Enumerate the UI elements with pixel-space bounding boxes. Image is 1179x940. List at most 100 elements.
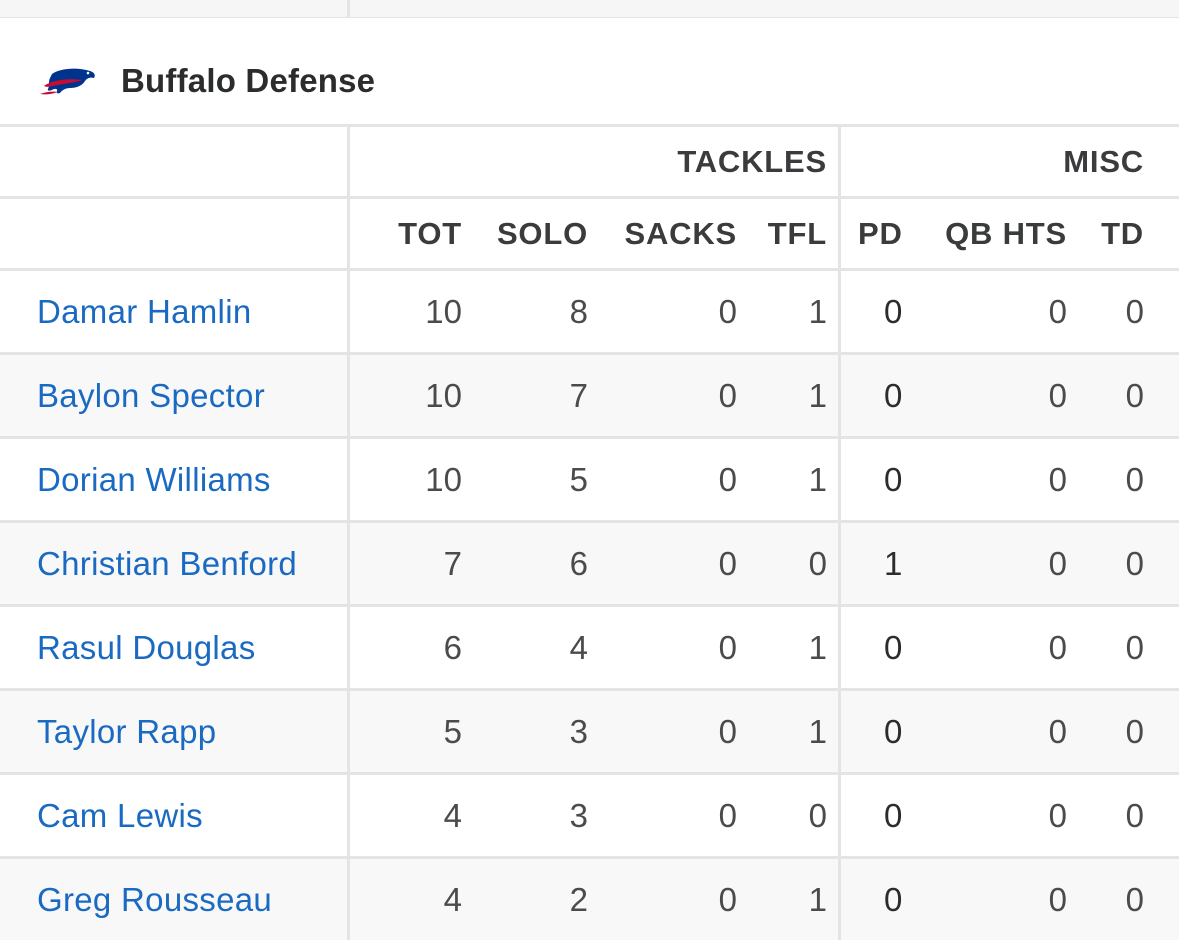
misc-column-divider [838, 127, 841, 196]
stat-tot: 10 [425, 376, 462, 414]
table-row: Taylor Rapp 5 3 0 1 0 0 0 [0, 688, 1179, 772]
stat-solo: 4 [569, 628, 588, 666]
stat-td: 0 [1125, 880, 1144, 918]
name-column-divider [347, 523, 350, 604]
stat-sacks: 0 [718, 880, 737, 918]
previous-table-edge [0, 0, 1179, 18]
stat-sacks: 0 [718, 796, 737, 834]
player-name-link[interactable]: Baylon Spector [37, 376, 265, 414]
player-name-link[interactable]: Greg Rousseau [37, 880, 273, 918]
name-column-divider [347, 691, 350, 772]
stat-tfl: 0 [808, 796, 827, 834]
table-row: Rasul Douglas 6 4 0 1 0 0 0 [0, 604, 1179, 688]
stat-qb-hts: 0 [1048, 628, 1067, 666]
stat-td: 0 [1125, 628, 1144, 666]
table-row: Cam Lewis 4 3 0 0 0 0 0 [0, 772, 1179, 856]
stat-td: 0 [1125, 376, 1144, 414]
misc-column-divider [838, 775, 841, 856]
stat-tfl: 0 [808, 544, 827, 582]
stat-sacks: 0 [718, 460, 737, 498]
stat-solo: 3 [569, 796, 588, 834]
stat-td: 0 [1125, 796, 1144, 834]
stat-solo: 3 [569, 712, 588, 750]
table-row: Damar Hamlin 10 8 0 1 0 0 0 [0, 268, 1179, 352]
column-divider [347, 0, 350, 18]
col-solo[interactable]: SOLO [496, 215, 588, 251]
stat-qb-hts: 0 [1048, 796, 1067, 834]
table-row: Dorian Williams 10 5 0 1 0 0 0 [0, 436, 1179, 520]
stat-sacks: 0 [718, 544, 737, 582]
col-tot[interactable]: TOT [398, 215, 462, 251]
stat-solo: 2 [569, 880, 588, 918]
stat-tot: 4 [443, 880, 462, 918]
name-column-divider [347, 607, 350, 688]
table-row: Christian Benford 7 6 0 0 1 0 0 [0, 520, 1179, 604]
stat-tot: 6 [443, 628, 462, 666]
group-header-row: TACKLES MISC [0, 124, 1179, 196]
misc-column-divider [838, 607, 841, 688]
stat-solo: 7 [569, 376, 588, 414]
stat-tot: 7 [443, 544, 462, 582]
stat-sacks: 0 [718, 376, 737, 414]
stat-tot: 5 [443, 712, 462, 750]
bills-buffalo-logo-icon [40, 68, 95, 95]
stat-qb-hts: 0 [1048, 880, 1067, 918]
col-tfl[interactable]: TFL [767, 215, 827, 251]
stat-qb-hts: 0 [1048, 544, 1067, 582]
stat-sacks: 0 [718, 292, 737, 330]
stat-pd: 0 [884, 880, 903, 918]
misc-column-divider [838, 355, 841, 436]
stat-tot: 10 [425, 292, 462, 330]
stat-tot: 10 [425, 460, 462, 498]
misc-column-divider [838, 271, 841, 352]
player-name-link[interactable]: Christian Benford [37, 544, 298, 582]
stat-tfl: 1 [808, 292, 827, 330]
stat-sacks: 0 [718, 628, 737, 666]
stat-qb-hts: 0 [1048, 712, 1067, 750]
player-name-link[interactable]: Taylor Rapp [37, 712, 217, 750]
name-column-divider [347, 127, 350, 196]
name-column-divider [347, 859, 350, 940]
stat-qb-hts: 0 [1048, 376, 1067, 414]
stat-pd: 0 [884, 796, 903, 834]
stat-tfl: 1 [808, 460, 827, 498]
stat-pd: 0 [884, 376, 903, 414]
column-header-row: TOT SOLO SACKS TFL PD QB HTS TD [0, 196, 1179, 268]
stat-pd: 0 [884, 292, 903, 330]
stat-solo: 5 [569, 460, 588, 498]
stat-pd: 0 [884, 712, 903, 750]
stat-solo: 6 [569, 544, 588, 582]
table-row: Greg Rousseau 4 2 0 1 0 0 0 [0, 856, 1179, 940]
player-name-link[interactable]: Rasul Douglas [37, 628, 256, 666]
defense-stats-table: TACKLES MISC TOT SOLO SACKS TFL PD QB HT… [0, 124, 1179, 940]
player-name-link[interactable]: Cam Lewis [37, 796, 203, 834]
misc-column-divider [838, 859, 841, 940]
group-tackles: TACKLES [677, 143, 827, 179]
stat-pd: 0 [884, 460, 903, 498]
name-column-divider [347, 439, 350, 520]
stat-solo: 8 [569, 292, 588, 330]
stat-tfl: 1 [808, 880, 827, 918]
stat-td: 0 [1125, 292, 1144, 330]
name-column-divider [347, 199, 350, 268]
stat-pd: 1 [884, 544, 903, 582]
stat-td: 0 [1125, 460, 1144, 498]
group-misc: MISC [1063, 143, 1144, 179]
col-qb-hts[interactable]: QB HTS [945, 215, 1067, 251]
table-row: Baylon Spector 10 7 0 1 0 0 0 [0, 352, 1179, 436]
stat-qb-hts: 0 [1048, 292, 1067, 330]
player-name-link[interactable]: Dorian Williams [37, 460, 271, 498]
stat-tfl: 1 [808, 712, 827, 750]
name-column-divider [347, 355, 350, 436]
misc-column-divider [838, 439, 841, 520]
team-header: Buffalo Defense [0, 18, 1179, 125]
stat-td: 0 [1125, 544, 1144, 582]
misc-column-divider [838, 199, 841, 268]
player-name-link[interactable]: Damar Hamlin [37, 292, 252, 330]
stat-tfl: 1 [808, 628, 827, 666]
stat-td: 0 [1125, 712, 1144, 750]
col-td[interactable]: TD [1101, 215, 1144, 251]
col-sacks[interactable]: SACKS [624, 215, 737, 251]
team-title: Buffalo Defense [121, 62, 376, 99]
col-pd[interactable]: PD [858, 215, 903, 251]
